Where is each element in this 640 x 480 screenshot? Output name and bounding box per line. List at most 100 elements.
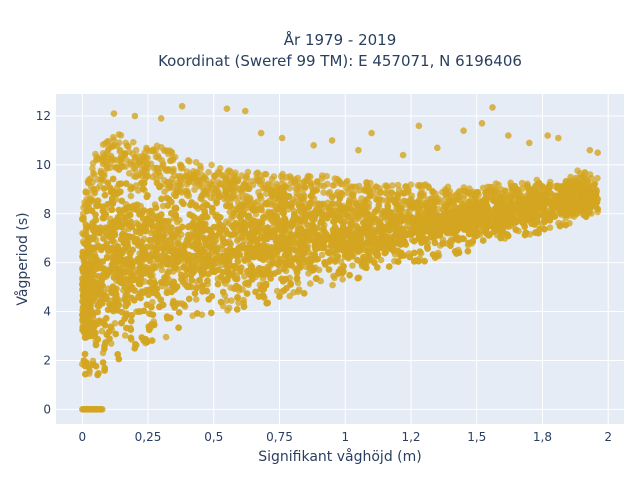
data-point <box>100 235 107 242</box>
data-point <box>333 255 340 263</box>
data-point <box>310 227 317 234</box>
data-point <box>89 322 96 330</box>
data-point <box>307 280 314 287</box>
data-point <box>374 252 381 259</box>
data-point <box>205 270 212 278</box>
data-point <box>154 242 162 249</box>
data-point <box>341 218 348 225</box>
data-point <box>279 278 287 285</box>
data-point <box>250 253 258 261</box>
data-point <box>233 264 240 272</box>
data-point <box>288 262 296 269</box>
data-point <box>290 289 297 296</box>
data-point <box>137 294 144 302</box>
data-point <box>131 238 139 246</box>
data-point <box>230 269 237 277</box>
data-point <box>196 276 203 284</box>
data-point <box>138 334 146 341</box>
data-point <box>113 244 121 251</box>
data-point <box>431 239 439 247</box>
data-point <box>359 229 367 236</box>
data-point <box>97 227 105 235</box>
data-point <box>128 312 135 319</box>
data-point <box>335 270 342 277</box>
data-point <box>115 206 123 214</box>
data-point <box>133 201 141 209</box>
data-point <box>198 283 205 290</box>
data-point <box>188 276 195 284</box>
data-point <box>193 284 200 292</box>
data-point <box>122 180 130 187</box>
data-point <box>193 310 201 317</box>
data-point <box>219 268 227 276</box>
data-point <box>384 223 392 230</box>
data-point <box>179 246 187 254</box>
data-point <box>499 228 507 235</box>
data-point <box>122 219 130 227</box>
data-point <box>103 225 110 232</box>
data-point <box>240 209 247 216</box>
data-point <box>366 245 374 252</box>
data-point <box>94 243 101 250</box>
data-point <box>252 288 259 296</box>
data-point <box>234 294 241 301</box>
data-point <box>241 273 248 280</box>
data-point <box>93 262 100 269</box>
data-point <box>168 234 176 241</box>
data-point <box>224 276 231 284</box>
data-point <box>402 231 409 239</box>
data-point <box>479 237 487 244</box>
data-point <box>138 271 146 278</box>
data-point <box>504 223 512 230</box>
data-point <box>274 287 281 295</box>
data-point <box>175 240 182 248</box>
data-point <box>224 230 231 237</box>
data-point <box>80 251 87 258</box>
data-point <box>339 236 346 243</box>
data-point <box>316 235 323 243</box>
data-point <box>179 278 187 286</box>
data-point <box>146 236 153 244</box>
data-point <box>115 355 123 363</box>
data-point <box>208 309 215 317</box>
data-point <box>86 253 94 261</box>
data-point <box>210 223 218 231</box>
data-point <box>179 223 186 231</box>
data-point <box>90 220 97 228</box>
data-point <box>103 315 110 322</box>
data-point <box>185 295 193 303</box>
data-point <box>150 283 157 291</box>
data-point <box>355 248 362 255</box>
data-point <box>121 283 129 290</box>
data-point <box>157 296 165 304</box>
data-point <box>430 225 438 233</box>
data-point <box>175 309 183 316</box>
data-point <box>121 332 129 339</box>
data-point <box>246 240 254 248</box>
data-point <box>118 197 126 205</box>
data-point <box>209 205 216 212</box>
data-point <box>381 249 389 257</box>
data-point <box>181 252 188 259</box>
data-point <box>307 236 315 244</box>
data-point <box>202 241 210 248</box>
data-point <box>477 220 484 228</box>
data-point <box>446 238 454 246</box>
data-point <box>541 225 548 233</box>
data-point <box>165 217 172 225</box>
data-point <box>110 274 118 281</box>
data-point <box>234 258 242 266</box>
data-point <box>224 307 231 314</box>
data-point <box>189 263 196 271</box>
data-point <box>216 253 223 260</box>
data-point <box>127 326 135 334</box>
data-point <box>160 217 168 225</box>
data-point <box>305 270 312 277</box>
data-point <box>360 253 367 261</box>
data-point <box>416 248 424 255</box>
data-point <box>229 222 236 230</box>
data-point <box>152 204 160 212</box>
data-point <box>225 265 232 272</box>
data-point <box>222 257 230 265</box>
data-point <box>398 249 405 257</box>
